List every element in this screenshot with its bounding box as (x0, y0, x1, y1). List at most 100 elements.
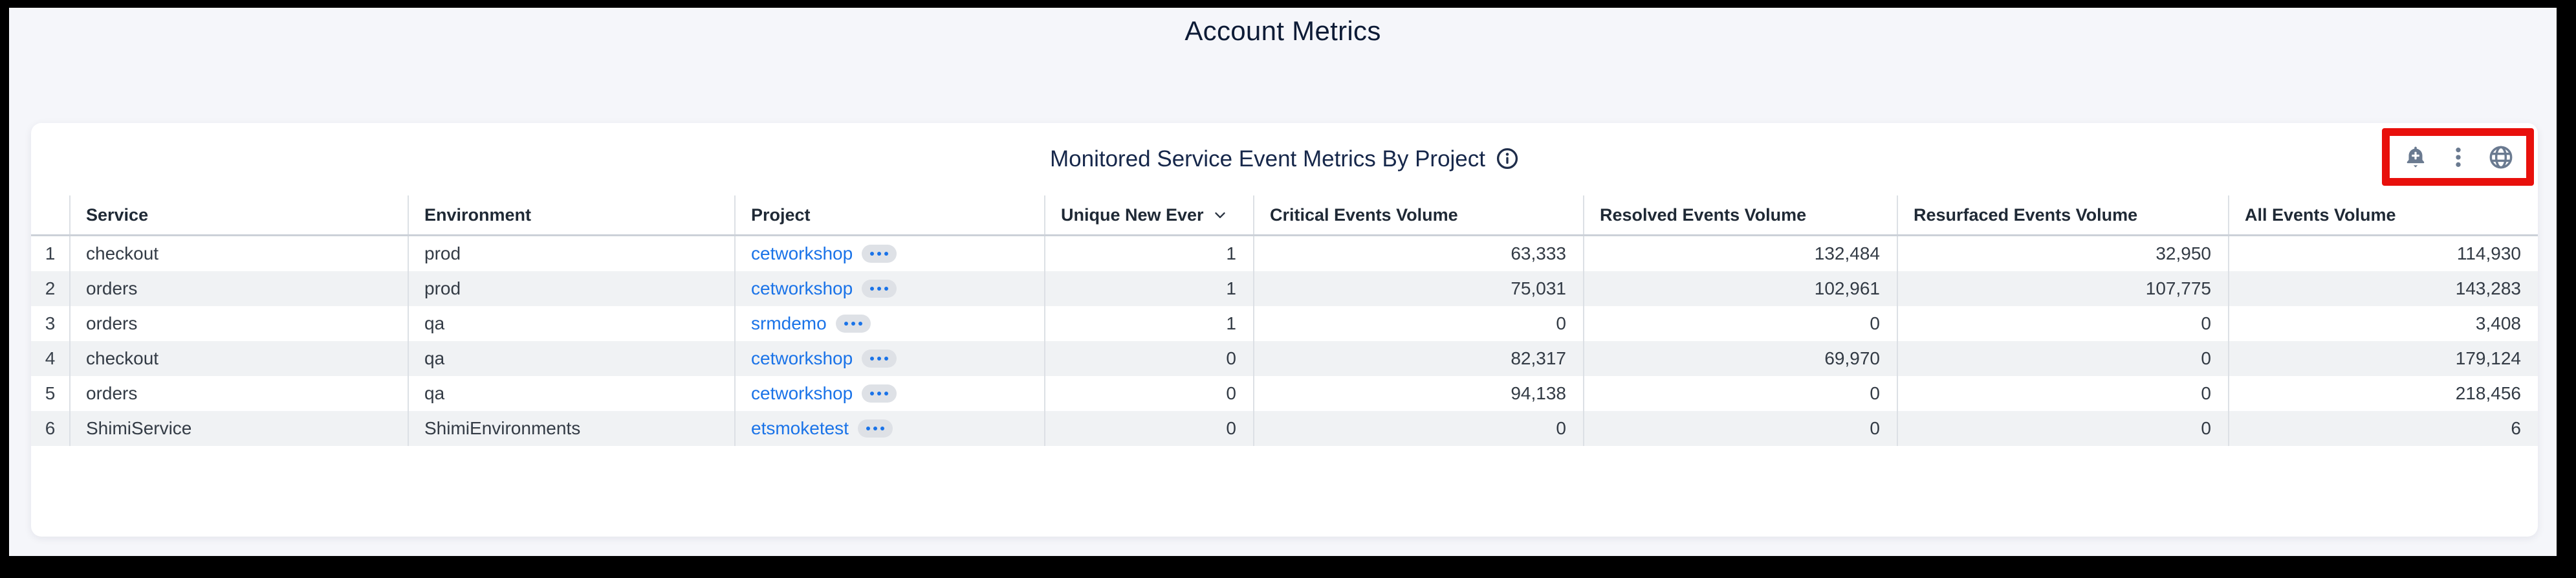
column-header-label: Resurfaced Events Volume (1914, 205, 2138, 225)
cell-resolved_events_volume: 0 (1583, 411, 1897, 446)
cell-unique_new_ever: 1 (1044, 271, 1253, 306)
cell-critical_events_volume: 63,333 (1253, 236, 1583, 271)
panel-card: Monitored Service Event Metrics By Proje… (31, 123, 2538, 537)
row-number: 3 (45, 313, 56, 333)
sort-descending-chevron-icon (1212, 206, 1228, 223)
kebab-menu-icon[interactable] (2445, 144, 2471, 170)
column-header-environment[interactable]: Environment (408, 195, 734, 234)
column-header-service[interactable]: Service (69, 195, 408, 234)
cell-resolved_events_volume: 132,484 (1583, 236, 1897, 271)
row-number: 6 (45, 418, 56, 438)
cell-service: ShimiService (69, 411, 408, 446)
project-actions-pill[interactable] (857, 419, 893, 438)
cell-environment: qa (408, 306, 734, 341)
project-actions-pill[interactable] (862, 350, 897, 368)
cell-all_events_volume: 3,408 (2228, 306, 2538, 341)
row-number: 1 (45, 243, 56, 263)
cell-all_events_volume: 218,456 (2228, 376, 2538, 411)
cell-resurfaced_events_volume: 107,775 (1897, 271, 2228, 306)
row-number-header (31, 195, 69, 234)
column-header-label: Environment (424, 205, 532, 225)
panel-header: Monitored Service Event Metrics By Proje… (31, 123, 2538, 195)
cell-critical_events_volume: 0 (1253, 411, 1583, 446)
table-row: 3 orders qa srmdemo 1 0 0 0 3,408 (31, 306, 2538, 341)
column-header-label: Unique New Ever (1061, 205, 1204, 225)
cell-unique_new_ever: 1 (1044, 306, 1253, 341)
project-link[interactable]: cetworkshop (751, 278, 853, 298)
row-number: 2 (45, 278, 56, 298)
column-header-critical_events_volume[interactable]: Critical Events Volume (1253, 195, 1583, 234)
cell-unique_new_ever: 1 (1044, 236, 1253, 271)
column-header-label: Project (751, 205, 811, 225)
column-header-label: Critical Events Volume (1270, 205, 1458, 225)
row-number: 5 (45, 383, 56, 403)
column-header-label: All Events Volume (2245, 205, 2396, 225)
table-row: 4 checkout qa cetworkshop 0 82,317 69,970 0 179,… (31, 341, 2538, 376)
cell-project: srmdemo (734, 306, 1044, 341)
cell-all_events_volume: 143,283 (2228, 271, 2538, 306)
project-link[interactable]: cetworkshop (751, 243, 853, 263)
cell-critical_events_volume: 82,317 (1253, 341, 1583, 376)
cell-service: orders (69, 271, 408, 306)
project-actions-pill[interactable] (862, 280, 897, 298)
column-header-unique_new_ever[interactable]: Unique New Ever (1044, 195, 1253, 234)
cell-resolved_events_volume: 0 (1583, 306, 1897, 341)
annotation-red-box (2382, 128, 2534, 186)
panel-title-row: Monitored Service Event Metrics By Proje… (31, 146, 2538, 172)
table-row: 6 ShimiService ShimiEnvironments etsmoketes… (31, 411, 2538, 446)
project-actions-pill[interactable] (835, 315, 871, 333)
cell-service: checkout (69, 236, 408, 271)
cell-critical_events_volume: 75,031 (1253, 271, 1583, 306)
column-header-all_events_volume[interactable]: All Events Volume (2228, 195, 2538, 234)
column-header-resurfaced_events_volume[interactable]: Resurfaced Events Volume (1897, 195, 2228, 234)
cell-unique_new_ever: 0 (1044, 411, 1253, 446)
add-alert-bell-icon[interactable] (2403, 144, 2429, 170)
cell-project: cetworkshop (734, 341, 1044, 376)
table-body: 1 checkout prod cetworkshop 1 63,333 132,484 32… (31, 236, 2538, 446)
cell-resurfaced_events_volume: 0 (1897, 411, 2228, 446)
cell-resurfaced_events_volume: 32,950 (1897, 236, 2228, 271)
cell-environment: qa (408, 341, 734, 376)
column-header-project[interactable]: Project (734, 195, 1044, 234)
dashboard-page: Account Metrics Monitored Service Event … (9, 8, 2557, 556)
cell-resurfaced_events_volume: 0 (1897, 341, 2228, 376)
project-actions-pill[interactable] (862, 384, 897, 403)
row-number: 4 (45, 348, 56, 368)
cell-all_events_volume: 6 (2228, 411, 2538, 446)
project-link[interactable]: etsmoketest (751, 418, 849, 438)
cell-critical_events_volume: 0 (1253, 306, 1583, 341)
page-title: Account Metrics (1184, 16, 1381, 46)
cell-unique_new_ever: 0 (1044, 341, 1253, 376)
metrics-table: Service Environment Project Unique New Ever… (31, 195, 2538, 446)
cell-resolved_events_volume: 102,961 (1583, 271, 1897, 306)
project-actions-pill[interactable] (862, 245, 897, 263)
project-link[interactable]: cetworkshop (751, 383, 853, 403)
cell-critical_events_volume: 94,138 (1253, 376, 1583, 411)
table-row: 1 checkout prod cetworkshop 1 63,333 132,484 32… (31, 236, 2538, 271)
globe-icon[interactable] (2488, 144, 2514, 170)
cell-service: checkout (69, 341, 408, 376)
cell-unique_new_ever: 0 (1044, 376, 1253, 411)
table-row: 2 orders prod cetworkshop 1 75,031 102,961 107,… (31, 271, 2538, 306)
cell-resolved_events_volume: 0 (1583, 376, 1897, 411)
cell-all_events_volume: 179,124 (2228, 341, 2538, 376)
cell-environment: prod (408, 236, 734, 271)
project-link[interactable]: cetworkshop (751, 348, 853, 368)
column-header-resolved_events_volume[interactable]: Resolved Events Volume (1583, 195, 1897, 234)
cell-environment: qa (408, 376, 734, 411)
cell-service: orders (69, 306, 408, 341)
cell-resurfaced_events_volume: 0 (1897, 376, 2228, 411)
cell-project: cetworkshop (734, 236, 1044, 271)
column-header-label: Service (86, 205, 149, 225)
cell-resurfaced_events_volume: 0 (1897, 306, 2228, 341)
project-link[interactable]: srmdemo (751, 313, 827, 333)
cell-environment: prod (408, 271, 734, 306)
info-circle-icon[interactable] (1496, 147, 1519, 170)
panel-title: Monitored Service Event Metrics By Proje… (1049, 146, 1485, 172)
cell-resolved_events_volume: 69,970 (1583, 341, 1897, 376)
cell-service: orders (69, 376, 408, 411)
cell-project: cetworkshop (734, 271, 1044, 306)
table-row: 5 orders qa cetworkshop 0 94,138 0 0 218,456 (31, 376, 2538, 411)
cell-all_events_volume: 114,930 (2228, 236, 2538, 271)
table-header-row: Service Environment Project Unique New Ever… (31, 195, 2538, 236)
